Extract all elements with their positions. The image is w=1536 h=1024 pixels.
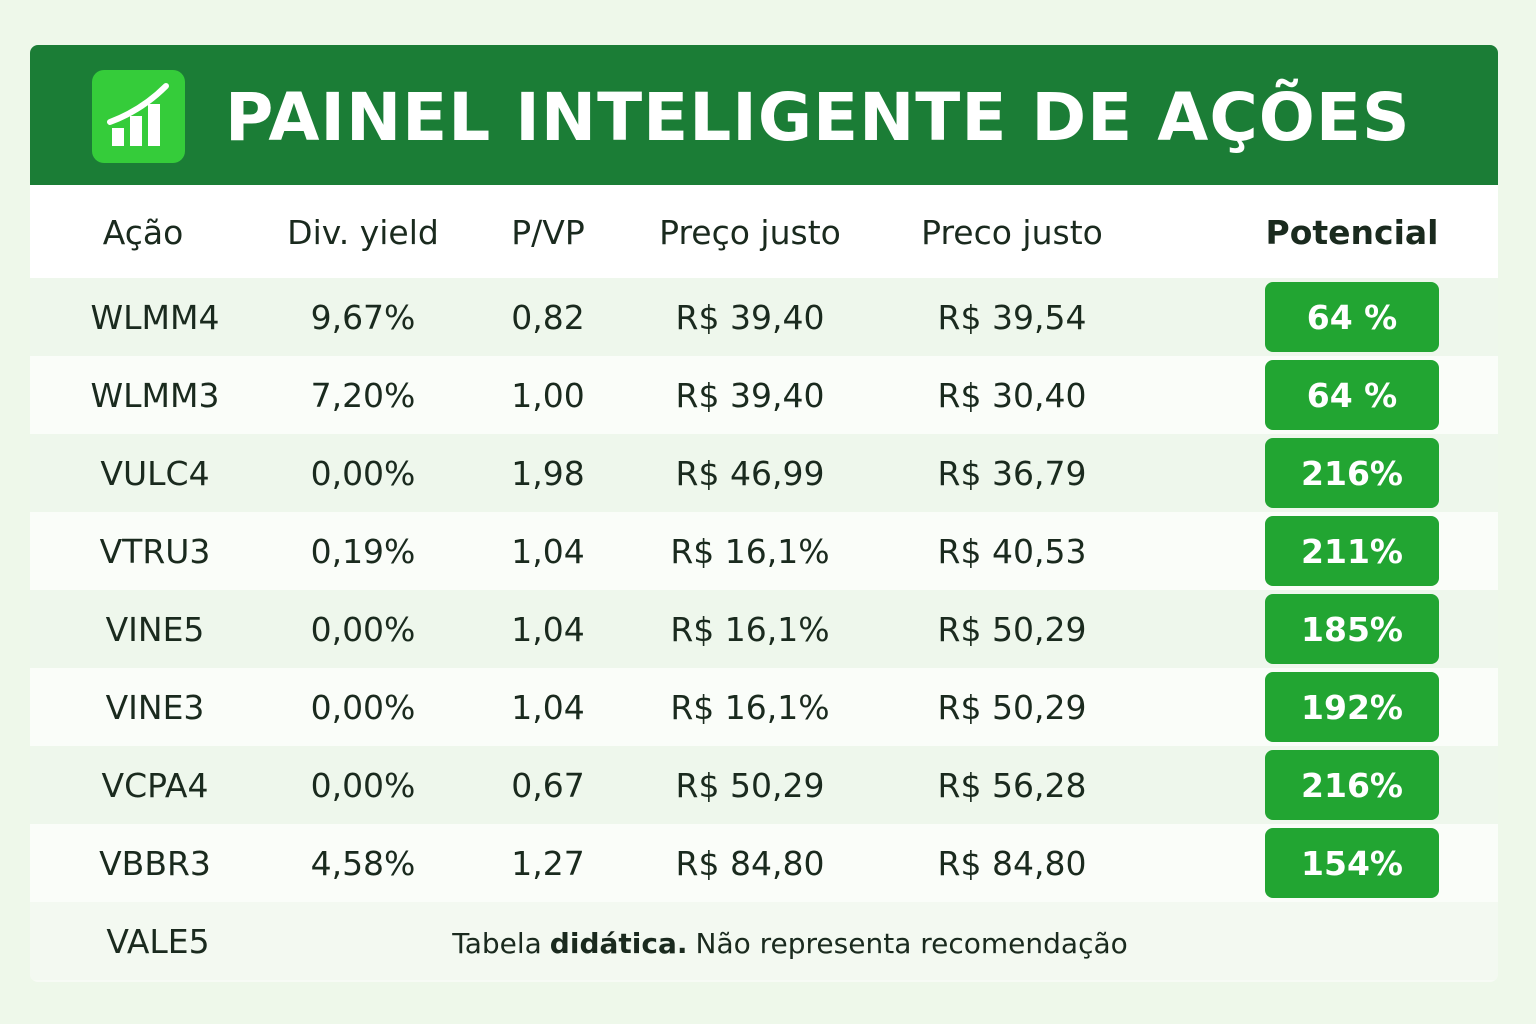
table-row: VALE5 Tabela didática. Não representa recom… xyxy=(30,902,1498,980)
cell: R$ 39,40 xyxy=(675,298,825,337)
cell: 4,58% xyxy=(310,844,416,883)
potential-badge: 216% xyxy=(1265,750,1439,820)
column-header: P/VP xyxy=(511,213,585,252)
cell: R$ 39,40 xyxy=(675,376,825,415)
cell: R$ 16,1% xyxy=(670,532,830,571)
cell: 0,00% xyxy=(310,454,416,493)
potential-badge: 216% xyxy=(1265,438,1439,508)
cell: R$ 39,54 xyxy=(937,298,1087,337)
cell: VINE3 xyxy=(105,688,205,727)
cell: VBBR3 xyxy=(99,844,211,883)
panel: PAINEL INTELIGENTE DE AÇÕES Ação Div. yie… xyxy=(30,45,1498,982)
note-part: didática. xyxy=(549,927,688,960)
cell: R$ 36,79 xyxy=(937,454,1087,493)
cell: VTRU3 xyxy=(99,532,211,571)
table-row: WLMM4 9,67% 0,82 R$ 39,40 R$ 39,54 64 % xyxy=(30,278,1498,356)
cell: 0,67 xyxy=(511,766,585,805)
cell: R$ 84,80 xyxy=(675,844,825,883)
column-header: Ação xyxy=(102,213,184,252)
column-header: Preco justo xyxy=(921,213,1103,252)
table-row: VULC4 0,00% 1,98 R$ 46,99 R$ 36,79 216% xyxy=(30,434,1498,512)
table-row: VCPA4 0,00% 0,67 R$ 50,29 R$ 56,28 216% xyxy=(30,746,1498,824)
header-row: Ação Div. yield P/VP Preço justo Preco justo… xyxy=(30,185,1498,278)
potential-badge: 192% xyxy=(1265,672,1439,742)
table-row: VINE3 0,00% 1,04 R$ 16,1% R$ 50,29 192% xyxy=(30,668,1498,746)
cell: R$ 50,29 xyxy=(937,610,1087,649)
cell: R$ 40,53 xyxy=(937,532,1087,571)
cell: VULC4 xyxy=(100,454,210,493)
cell: 0,00% xyxy=(310,766,416,805)
cell: 0,00% xyxy=(310,610,416,649)
note-part: Não representa recomendação xyxy=(695,927,1128,960)
cell: WLMM4 xyxy=(90,298,220,337)
cell: 1,04 xyxy=(511,688,585,727)
cell: R$ 46,99 xyxy=(675,454,825,493)
cell: 0,00% xyxy=(310,688,416,727)
cell: 1,00 xyxy=(511,376,585,415)
cell: 1,27 xyxy=(511,844,585,883)
cell: R$ 50,29 xyxy=(675,766,825,805)
ticker: VALE5 xyxy=(106,922,210,961)
column-header: Potencial xyxy=(1265,213,1439,252)
cell: 0,82 xyxy=(511,298,585,337)
cell: R$ 50,29 xyxy=(937,688,1087,727)
column-header: Preço justo xyxy=(659,213,841,252)
cell: 7,20% xyxy=(310,376,416,415)
potential-badge: 64 % xyxy=(1265,360,1439,430)
table-row: VTRU3 0,19% 1,04 R$ 16,1% R$ 40,53 211% xyxy=(30,512,1498,590)
cell: 1,04 xyxy=(511,610,585,649)
header: PAINEL INTELIGENTE DE AÇÕES xyxy=(30,45,1498,185)
cell: R$ 30,40 xyxy=(937,376,1087,415)
potential-badge: 211% xyxy=(1265,516,1439,586)
cell: WLMM3 xyxy=(90,376,220,415)
potential-badge: 185% xyxy=(1265,594,1439,664)
table-row: WLMM3 7,20% 1,00 R$ 39,40 R$ 30,40 64 % xyxy=(30,356,1498,434)
cell: 0,19% xyxy=(310,532,416,571)
cell: VINE5 xyxy=(105,610,205,649)
app-icon xyxy=(92,70,185,163)
cell: R$ 84,80 xyxy=(937,844,1087,883)
title: PAINEL INTELIGENTE DE AÇÕES xyxy=(225,79,1411,156)
cell: VCPA4 xyxy=(101,766,209,805)
potential-badge: 64 % xyxy=(1265,282,1439,352)
cell: 1,98 xyxy=(511,454,585,493)
cell: 1,04 xyxy=(511,532,585,571)
table-row: VBBR3 4,58% 1,27 R$ 84,80 R$ 84,80 154% xyxy=(30,824,1498,902)
cell: R$ 16,1% xyxy=(670,688,830,727)
disclaimer: Tabela didática. Não representa recomendaç… xyxy=(452,902,1128,980)
column-header: Div. yield xyxy=(287,213,439,252)
cell: 9,67% xyxy=(310,298,416,337)
table-row: VINE5 0,00% 1,04 R$ 16,1% R$ 50,29 185% xyxy=(30,590,1498,668)
cell: R$ 16,1% xyxy=(670,610,830,649)
note-part: Tabela xyxy=(452,927,542,960)
cell: R$ 56,28 xyxy=(937,766,1087,805)
potential-badge: 154% xyxy=(1265,828,1439,898)
